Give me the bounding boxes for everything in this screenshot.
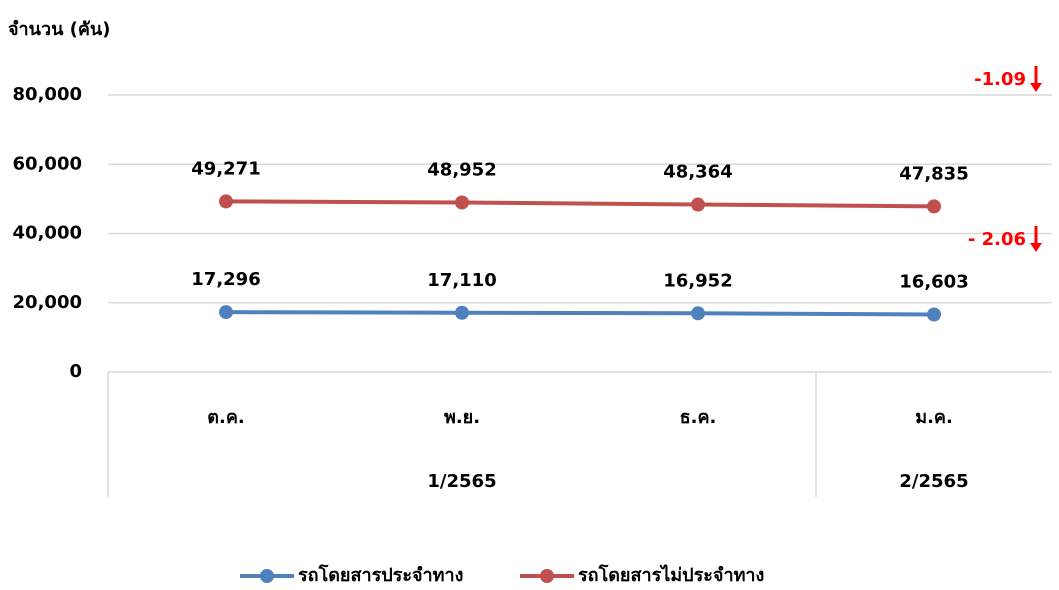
group-label: 2/2565 [899,471,968,492]
data-label: 17,110 [427,270,496,291]
data-label: 16,952 [663,270,732,291]
point [219,305,233,320]
point [691,197,705,212]
annotation: -1.09 [974,69,1026,90]
legend-label: รถโดยสารประจำทาง [298,564,463,586]
annotation-arrowhead [1030,243,1042,252]
y-tick-label: 80,000 [13,84,82,105]
point [455,195,469,210]
point [927,307,941,322]
point [455,305,469,320]
x-tick-label: ม.ค. [915,407,953,428]
point [691,306,705,321]
data-label: 48,952 [427,160,496,181]
point [219,194,233,209]
data-label: 49,271 [191,158,260,179]
y-tick-label: 20,000 [13,292,82,313]
y-tick-label: 40,000 [13,223,82,244]
x-tick-label: ต.ค. [207,407,244,428]
annotation: - 2.06 [968,229,1026,250]
series-line [225,199,935,209]
legend-marker [260,569,274,583]
data-label: 47,835 [899,163,968,184]
y-axis-label: จำนวน (คัน) [8,19,110,40]
point [927,199,941,214]
x-tick-label: พ.ย. [444,407,480,428]
group-label: 1/2565 [427,471,496,492]
data-label: 48,364 [663,162,732,183]
data-label: 16,603 [899,272,968,293]
legend-label: รถโดยสารไม่ประจำทาง [578,564,764,586]
data-label: 17,296 [191,269,260,290]
series-line [225,310,935,317]
annotation-arrowhead [1030,83,1042,92]
x-tick-label: ธ.ค. [680,407,717,428]
y-tick-label: 60,000 [13,153,82,174]
legend-marker [540,569,554,583]
y-tick-label: 0 [69,361,82,382]
